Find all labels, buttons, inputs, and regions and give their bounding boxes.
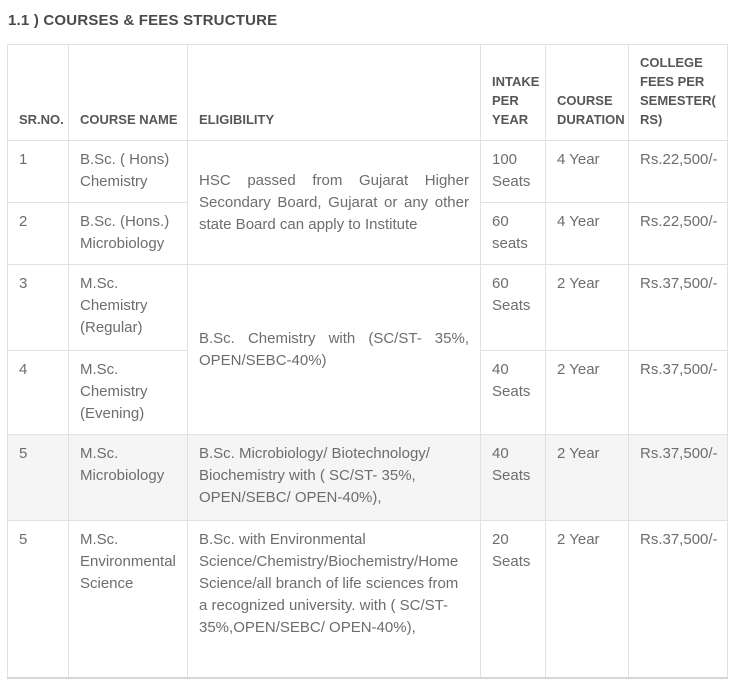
- page-title: 1.1 ) COURSES & FEES STRUCTURE: [8, 12, 278, 29]
- table-row-1: 1 B.Sc. ( Hons) Chemistry HSC passed fro…: [7, 140, 728, 265]
- cell-fees: Rs.37,500/-: [628, 520, 728, 678]
- cell-duration: 2 Year: [545, 520, 629, 678]
- table-row-6: 5 M.Sc. Environmental Science B.Sc. with…: [7, 520, 728, 678]
- cell-intake: 20 Seats: [480, 520, 546, 678]
- cell-duration: 2 Year: [545, 264, 629, 351]
- cell-sr-no: 2: [7, 202, 69, 265]
- cell-duration: 2 Year: [545, 434, 629, 521]
- cell-course-name: M.Sc. Microbiology: [68, 434, 188, 521]
- cell-fees: Rs.22,500/-: [628, 140, 728, 203]
- column-header-intake-per-year: INTAKE PER YEAR: [480, 44, 546, 141]
- cell-eligibility-merged-rows-3-4: B.Sc. Chemistry with (SC/ST- 35%, OPEN/S…: [187, 264, 481, 435]
- cell-intake: 40 Seats: [480, 434, 546, 521]
- column-header-eligibility: ELIGIBILITY: [187, 44, 481, 141]
- table-row-4: 4 M.Sc. Chemistry (Evening) 40 Seats 2 Y…: [7, 350, 728, 435]
- cell-sr-no: 4: [7, 350, 69, 435]
- cell-intake: 100 Seats: [480, 140, 546, 203]
- cell-fees: Rs.37,500/-: [628, 264, 728, 351]
- table-row-2: 2 B.Sc. (Hons.) Microbiology 60 seats 4 …: [7, 202, 728, 265]
- cell-fees: Rs.37,500/-: [628, 350, 728, 435]
- cell-eligibility: B.Sc. with Environmental Science/Chemist…: [187, 520, 481, 678]
- cell-sr-no: 5: [7, 434, 69, 521]
- cell-course-name: B.Sc. (Hons.) Microbiology: [68, 202, 188, 265]
- cell-course-name: B.Sc. ( Hons) Chemistry: [68, 140, 188, 203]
- cell-sr-no: 5: [7, 520, 69, 678]
- table-header-row: SR.NO. COURSE NAME ELIGIBILITY INTAKE PE…: [7, 44, 728, 141]
- cell-eligibility: B.Sc. Microbiology/ Biotechnology/ Bioch…: [187, 434, 481, 521]
- cell-duration: 2 Year: [545, 350, 629, 435]
- courses-fees-table: SR.NO. COURSE NAME ELIGIBILITY INTAKE PE…: [7, 44, 728, 679]
- cell-fees: Rs.37,500/-: [628, 434, 728, 521]
- cell-intake: 60 seats: [480, 202, 546, 265]
- cell-sr-no: 3: [7, 264, 69, 351]
- column-header-course-duration: COURSE DURATION: [545, 44, 629, 141]
- cell-eligibility-merged-rows-1-2: HSC passed from Gujarat Higher Secondary…: [187, 140, 481, 265]
- column-header-course-name: COURSE NAME: [68, 44, 188, 141]
- cell-fees: Rs.22,500/-: [628, 202, 728, 265]
- cell-course-name: M.Sc. Chemistry (Evening): [68, 350, 188, 435]
- cell-course-name: M.Sc. Chemistry (Regular): [68, 264, 188, 351]
- table-row-5: 5 M.Sc. Microbiology B.Sc. Microbiology/…: [7, 434, 728, 521]
- cell-duration: 4 Year: [545, 140, 629, 203]
- cell-intake: 60 Seats: [480, 264, 546, 351]
- column-header-college-fees: COLLEGE FEES PER SEMESTER( RS): [628, 44, 728, 141]
- cell-duration: 4 Year: [545, 202, 629, 265]
- table-row-3: 3 M.Sc. Chemistry (Regular) B.Sc. Chemis…: [7, 264, 728, 435]
- column-header-sr-no: SR.NO.: [7, 44, 69, 141]
- cell-intake: 40 Seats: [480, 350, 546, 435]
- cell-course-name: M.Sc. Environmental Science: [68, 520, 188, 678]
- cell-sr-no: 1: [7, 140, 69, 203]
